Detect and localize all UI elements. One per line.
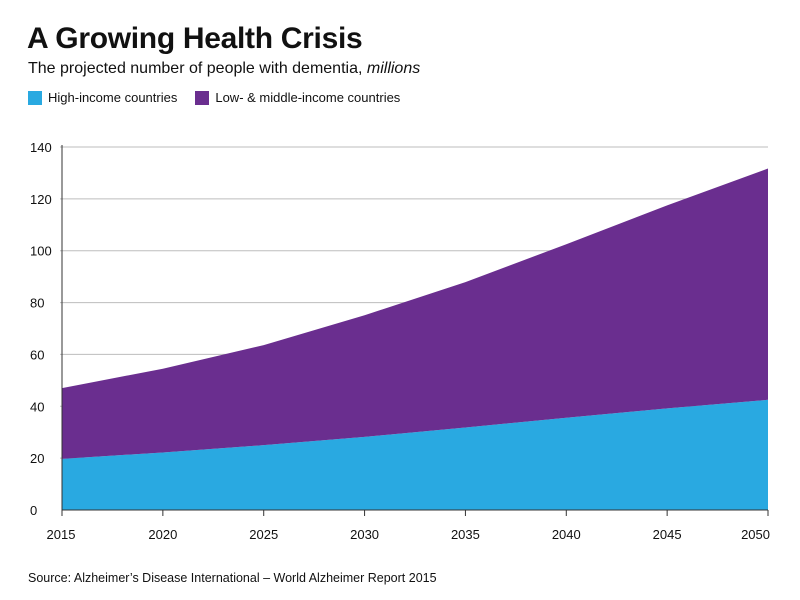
y-tick-label-0: 0: [30, 503, 37, 518]
area-series-high-income: [62, 399, 768, 510]
y-tick-label-60: 60: [30, 347, 44, 362]
x-tick-label-2015: 2015: [47, 527, 76, 542]
legend-swatch-high-income: [28, 90, 42, 105]
x-tick-label-2045: 2045: [653, 527, 682, 542]
chart-title: A Growing Health Crisis: [27, 22, 363, 55]
x-tick-label-2025: 2025: [249, 527, 278, 542]
x-tick-label-2030: 2030: [350, 527, 379, 542]
legend: High-income countries Low- & middle-inco…: [28, 90, 418, 105]
x-tick-label-2050: 2050: [741, 527, 770, 542]
y-tick-label-140: 140: [30, 140, 52, 155]
x-tick-label-2020: 2020: [148, 527, 177, 542]
legend-label-high-income: High-income countries: [48, 90, 178, 105]
x-tick-label-2040: 2040: [552, 527, 581, 542]
legend-label-low-middle-income: Low- & middle-income countries: [215, 90, 401, 105]
legend-item-high-income: High-income countries: [28, 90, 177, 105]
y-tick-label-80: 80: [30, 296, 44, 311]
y-tick-label-20: 20: [30, 451, 44, 466]
subtitle-text: The projected number of people with deme…: [28, 60, 363, 77]
source-note: Source: Alzheimer’s Disease Internationa…: [28, 571, 437, 585]
legend-swatch-low-middle-income: [195, 90, 210, 105]
x-tick-label-2035: 2035: [451, 527, 480, 542]
area-series-low-middle-income: [62, 168, 768, 459]
y-tick-label-120: 120: [30, 192, 52, 207]
y-tick-label-40: 40: [30, 399, 44, 414]
chart-subtitle: The projected number of people with deme…: [28, 60, 420, 78]
y-tick-label-100: 100: [30, 244, 52, 259]
legend-item-low-middle-income: Low- & middle-income countries: [195, 90, 400, 105]
subtitle-unit: millions: [366, 60, 421, 77]
